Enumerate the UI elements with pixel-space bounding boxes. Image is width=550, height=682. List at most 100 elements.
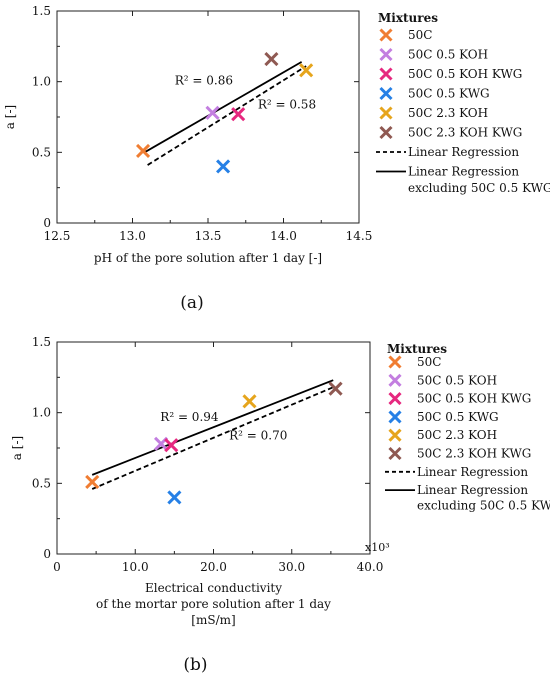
- panel-b-legend-item-50c-marker-stroke-2: [388, 355, 402, 369]
- panel-a-x-tick-label: 14.0: [270, 229, 297, 243]
- panel-b-legend-item-50c-2-3-koh-marker-stroke-2: [388, 428, 402, 442]
- panel-a-point-50c-2-3-koh-stroke-2: [299, 63, 314, 78]
- panel-b-legend-item-50c-2-3-koh-kwg-marker: [388, 446, 402, 461]
- panel-b-x-tick-label: 30.0: [278, 560, 305, 574]
- panel-a-legend-item-solid: Linear Regression excluding 50C 0.5 KWG: [376, 165, 550, 195]
- panel-a-legend-item-50c-0-5-kwg: 50C 0.5 KWG: [379, 86, 490, 101]
- panel-a-legend-item-50c-2-3-koh-kwg-label: 50C 2.3 KOH KWG: [408, 126, 522, 140]
- panel-b-point-50c-2-3-koh-kwg: [328, 381, 343, 396]
- panel-a-legend-item-50c-0-5-koh-label: 50C 0.5 KOH: [408, 48, 488, 62]
- panel-a-legend-item-50c-0-5-koh-kwg-marker-stroke-2: [379, 67, 393, 81]
- panel-a-legend-item-50c: 50C: [379, 28, 432, 42]
- panel-b-legend-item-50c-marker: [388, 355, 402, 369]
- panel-b-legend-item-solid: Linear Regression excluding 50C 0.5 KWG: [385, 483, 550, 513]
- panel-a-x-tick-label: 13.5: [195, 229, 222, 243]
- panel-b-y-tick-label: 1.5: [32, 335, 51, 349]
- panel-b-point-50c-2-3-koh-kwg-stroke-2: [328, 381, 343, 396]
- panel-b-legend-item-50c-0-5-kwg-label: 50C 0.5 KWG: [417, 410, 499, 424]
- panel-a-y-tick-label: 0.5: [32, 145, 51, 159]
- panel-a-x-tick-label: 13.0: [119, 229, 146, 243]
- panel-a-legend-item-50c-0-5-koh-marker: [379, 47, 393, 62]
- panel-a-legend-item-50c-2-3-koh-kwg-marker-stroke-2: [379, 125, 393, 140]
- panel-b-legend-item-50c-0-5-kwg-marker: [388, 410, 402, 424]
- panel-b-x-axis-label: [mS/m]: [191, 613, 235, 627]
- panel-a-legend-item-dashed: Linear Regression: [376, 145, 519, 159]
- panel-b-r-squared-annotation: R² = 0.94: [160, 410, 219, 424]
- panel-b-plot-frame: [56, 341, 371, 555]
- panel-a-legend: Mixtures 50C 50C 0.5 KOH 50C 0.5 KOH KWG 50C…: [376, 11, 550, 195]
- panel-b-legend-item-50c-2-3-koh-kwg: 50C 2.3 KOH KWG: [388, 446, 531, 461]
- panel-b-legend-item-50c-0-5-koh-kwg-label: 50C 0.5 KOH KWG: [417, 392, 531, 406]
- panel-a-point-50c-2-3-koh-kwg: [264, 51, 279, 67]
- panel-b-point-50c: [85, 474, 100, 489]
- panel-b-point-50c-0-5-kwg: [167, 490, 182, 505]
- panel-b-legend-item-50c-2-3-koh: 50C 2.3 KOH: [388, 428, 497, 442]
- panel-b-regression-solid-line: [91, 379, 334, 476]
- panel-a-x-tick-label: 14.5: [346, 229, 373, 243]
- panel-b-legend-item-50c-0-5-koh-marker: [388, 373, 402, 387]
- panel-a-point-50c-0-5-kwg: [216, 159, 231, 174]
- panel-a-legend-item-50c-0-5-koh-kwg: 50C 0.5 KOH KWG: [379, 67, 522, 81]
- panel-a-point-50c-2-3-koh: [299, 63, 314, 78]
- panel-b-y-tick-label: 1.0: [32, 406, 51, 420]
- panel-a-r-squared-annotation: R² = 0.58: [258, 98, 316, 112]
- panel-b-legend-item-50c-0-5-koh-kwg-marker-stroke-2: [388, 392, 402, 406]
- panel-a-y-axis-label: a [-]: [3, 105, 17, 129]
- panel-b-point-50c-2-3-koh-stroke-2: [242, 394, 257, 409]
- panel-b-legend-item-50c-0-5-koh-kwg: 50C 0.5 KOH KWG: [388, 392, 531, 406]
- panel-b-panel-label: (b): [183, 655, 207, 675]
- panel-a-point-50c-stroke-2: [136, 143, 151, 158]
- panel-a-legend-item-50c-label: 50C: [408, 28, 432, 42]
- panel-b-y-axis-label: a [-]: [10, 436, 24, 460]
- panel-a-regression-solid-line: [144, 61, 303, 154]
- panel-a-legend-title: Mixtures: [378, 11, 438, 25]
- panel-a-legend-item-50c-0-5-koh: 50C 0.5 KOH: [379, 47, 488, 62]
- panel-a-x-tick-label: 12.5: [44, 229, 71, 243]
- panel-b-x-axis-label: Electrical conductivity: [145, 581, 282, 595]
- panel-a-legend-item-50c-0-5-kwg-marker: [379, 86, 393, 101]
- panel-b-x-tick-label: 20.0: [200, 560, 227, 574]
- panel-b-legend-item-solid-label: Linear Regression: [417, 483, 528, 497]
- panel-a-point-50c-0-5-koh-stroke-2: [205, 105, 220, 120]
- panel-a-legend-item-50c-2-3-koh-label: 50C 2.3 KOH: [408, 106, 488, 120]
- panel-b-y-tick-label: 0: [43, 547, 51, 561]
- panel-a-y-tick-label: 1.0: [32, 75, 51, 89]
- panel-b-x-tick-label: 40.0: [357, 560, 384, 574]
- panel-b-legend-item-50c-2-3-koh-kwg-marker-stroke-2: [388, 446, 402, 461]
- panel-b-point-50c-stroke-2: [85, 474, 100, 489]
- panel-b-point-50c-2-3-koh: [242, 394, 257, 409]
- panel-b-legend-item-solid-label: excluding 50C 0.5 KWG: [417, 499, 550, 513]
- panel-a-legend-item-50c-marker-stroke-2: [379, 28, 393, 42]
- panel-a-legend-item-50c-0-5-koh-marker-stroke-2: [379, 47, 393, 62]
- panel-a-point-50c-2-3-koh-kwg-stroke-2: [264, 51, 279, 67]
- panel-b-legend-item-50c-0-5-koh: 50C 0.5 KOH: [388, 373, 497, 387]
- panel-a-legend-item-50c-0-5-koh-kwg-marker: [379, 67, 393, 81]
- panel-b-legend-item-50c-0-5-koh-marker-stroke-2: [388, 373, 402, 387]
- panel-a-regression-dashed-line: [147, 65, 307, 166]
- panel-a-point-50c-0-5-koh-kwg-stroke-2: [231, 107, 246, 122]
- panel-a-legend-item-solid-label: Linear Regression: [408, 165, 519, 179]
- panel-b-regression-dashed-line: [91, 386, 334, 490]
- panel-a-legend-item-50c-2-3-koh-marker: [379, 106, 393, 120]
- panel-a-legend-item-50c-2-3-koh-kwg-marker: [379, 125, 393, 140]
- panel-b-legend-item-dashed-label: Linear Regression: [417, 465, 528, 479]
- panel-b-chart: 0 10.0 20.0 30.0 40.0 0 0.5 1.0 1.5 Electrical co…: [10, 335, 550, 675]
- panel-b-legend-item-50c-0-5-kwg: 50C 0.5 KWG: [388, 410, 499, 424]
- panel-a-point-50c: [136, 143, 151, 158]
- panel-b-x-multiplier: x10³: [365, 541, 390, 554]
- panel-b-legend-item-50c-0-5-koh-kwg-marker: [388, 392, 402, 406]
- panel-b-point-50c-0-5-koh-kwg: [164, 438, 179, 453]
- panel-b-x-tick-label: 0: [53, 560, 61, 574]
- panel-a-legend-item-50c-0-5-kwg-marker-stroke-2: [379, 86, 393, 101]
- panel-a-legend-item-50c-2-3-koh: 50C 2.3 KOH: [379, 106, 488, 120]
- panel-a-y-tick-label: 1.5: [32, 4, 51, 18]
- panel-b-point-50c-0-5-kwg-stroke-2: [167, 490, 182, 505]
- panel-a-point-50c-0-5-koh: [205, 105, 220, 120]
- panel-a-point-50c-0-5-koh-kwg: [231, 107, 246, 122]
- panel-a-legend-item-50c-0-5-koh-kwg-label: 50C 0.5 KOH KWG: [408, 67, 522, 81]
- panel-b-legend-item-50c-2-3-koh-marker: [388, 428, 402, 442]
- panel-b-x-axis-label: of the mortar pore solution after 1 day: [96, 597, 331, 611]
- panel-b-y-tick-label: 0.5: [32, 476, 51, 490]
